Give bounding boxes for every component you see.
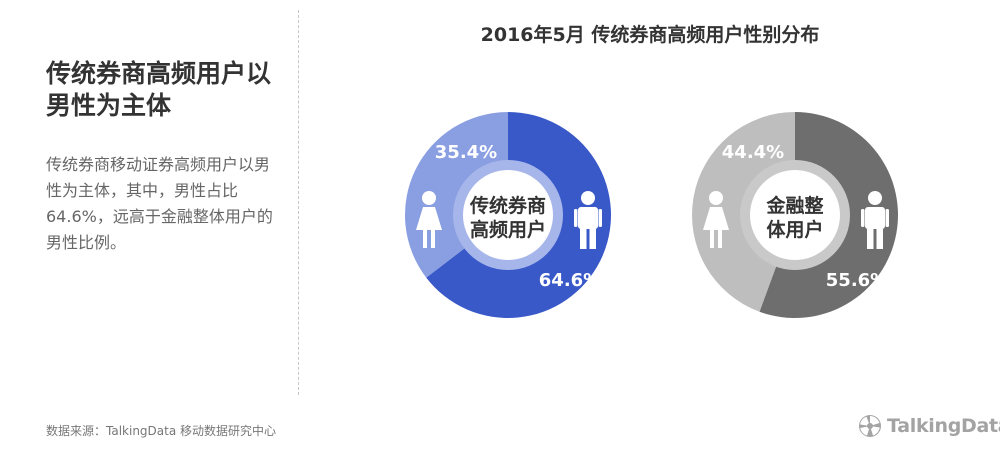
male-percent-label: 64.6%	[539, 270, 601, 291]
data-source: 数据来源：TalkingData 移动数据研究中心	[46, 424, 277, 438]
male-percent-label: 55.6%	[826, 270, 888, 291]
slice-female	[405, 112, 508, 278]
logo-text: TalkingData	[887, 415, 1000, 437]
female-icon	[703, 191, 729, 248]
donut-chart-1: 传统券商高频用户 64.6% 35.4%	[405, 112, 611, 318]
female-icon	[416, 191, 442, 248]
female-percent-label: 35.4%	[435, 142, 497, 163]
talkingdata-logo: TalkingData	[858, 414, 1000, 438]
center-label-line-1: 传统券商	[469, 194, 546, 217]
donut-chart-2: 金融整体用户 55.6% 44.4%	[692, 112, 898, 318]
talkingdata-logo-icon	[859, 415, 881, 437]
female-percent-label: 44.4%	[722, 142, 784, 163]
center-circle	[463, 170, 553, 260]
center-label-line-1: 金融整	[765, 194, 823, 217]
chart-title: 2016年5月 传统券商高频用户性别分布	[480, 24, 820, 46]
center-circle	[750, 170, 840, 260]
page-heading: 传统券商高频用户以男性为主体	[46, 59, 272, 120]
donut-charts: 传统券商高频用户 64.6% 35.4% 金融整体用户 55.6% 44.4%	[405, 112, 898, 318]
center-label-line-2: 体用户	[766, 218, 823, 241]
center-label-line-2: 高频用户	[470, 218, 546, 241]
male-icon	[574, 191, 602, 249]
summary-text: 传统券商移动证券高频用户以男性为主体，其中，男性占比64.6%，远高于金融整体用…	[46, 155, 273, 252]
dashed-divider	[298, 10, 299, 395]
male-icon	[861, 191, 889, 249]
